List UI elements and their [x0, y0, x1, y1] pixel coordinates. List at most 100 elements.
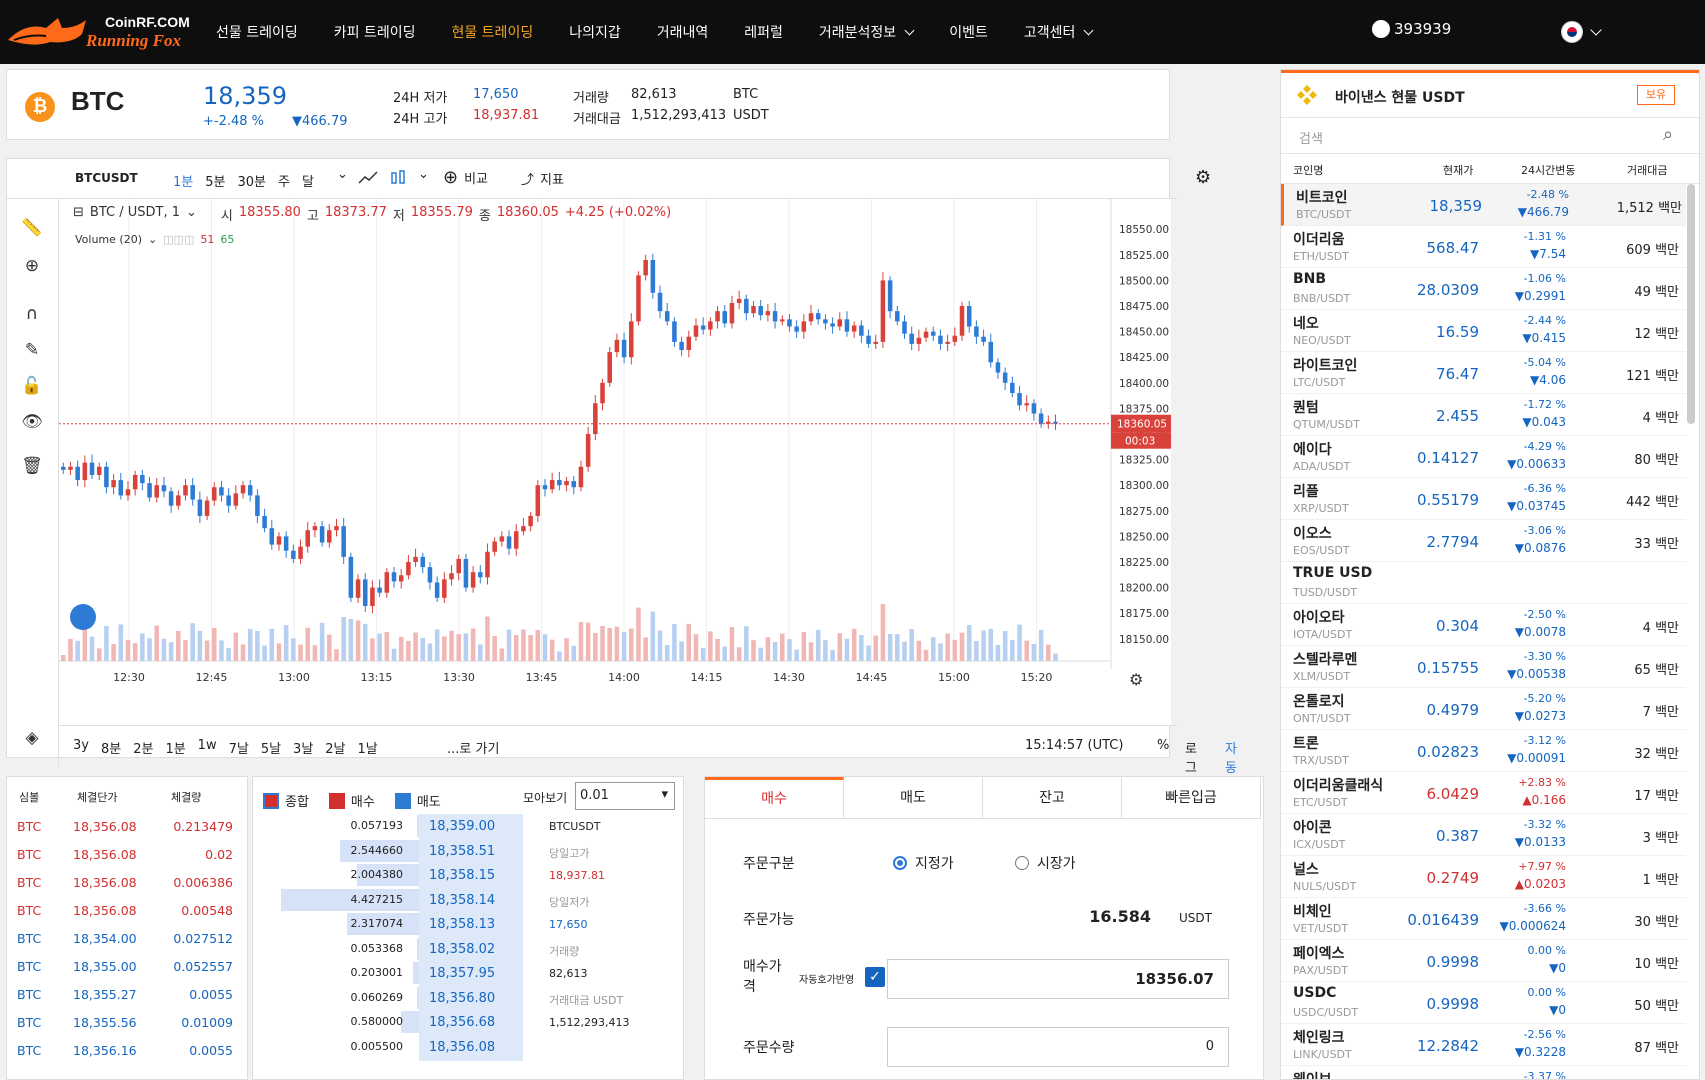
indicators-button[interactable]: ⤴ 지표 [521, 169, 564, 188]
market-row[interactable]: 이더리움클래식 ETC/USDT 6.0429 +2.83 % ▲0.166 17 백만 [1281, 772, 1686, 814]
quantity-input[interactable]: 0 [887, 1027, 1229, 1067]
magnet-icon[interactable]: ∩ [25, 304, 39, 324]
grouping-select[interactable]: 0.01 ▾ [575, 782, 675, 810]
unlock-icon[interactable]: 🔓 [21, 376, 43, 396]
interval-4[interactable]: 달 [301, 175, 314, 190]
order-tab-2[interactable]: 잔고 [983, 777, 1122, 819]
chevron-down-icon[interactable]: ⌄ [418, 167, 429, 182]
limit-radio[interactable]: 지정가 [893, 853, 954, 873]
search-icon[interactable]: ⌕ [1663, 124, 1674, 145]
pencil-lock-icon[interactable]: ✎ [24, 340, 40, 360]
market-row[interactable]: USDC USDC/USDT 0.9998 0.00 % ▼0 50 백만 [1281, 982, 1686, 1024]
price-chart[interactable]: 12:30 12:45 13:00 13:15 13:30 13:45 14:00 14:15… [59, 199, 1171, 725]
gear-icon[interactable]: ⚙ [1195, 167, 1212, 188]
orderbook-row[interactable]: 2.544660 18,358.51 당일고가 [253, 838, 681, 865]
market-row[interactable]: 퀀텀 QTUM/USDT 2.455 -1.72 % ▼0.043 4 백만 [1281, 394, 1686, 436]
range-9[interactable]: 1날 [357, 742, 378, 757]
nav-item-8[interactable]: 고객센터 [1024, 22, 1094, 42]
nav-item-2[interactable]: 현물 트레이딩 [451, 25, 534, 41]
market-row[interactable]: BNB BNB/USDT 28.0309 -1.06 % ▼0.2991 49 백만 [1281, 268, 1686, 310]
logo[interactable]: CoinRF.COM Running Fox [0, 0, 200, 64]
collapse-icon[interactable]: ⊟ [73, 205, 84, 220]
compare-button[interactable]: ⊕ 비교 [443, 167, 489, 188]
chevron-down-icon[interactable]: ⌄ [337, 167, 348, 182]
col-amount[interactable]: 거래대금 [1627, 164, 1668, 177]
market-row[interactable]: 트론 TRX/USDT 0.02823 -3.12 % ▼0.00091 32 백만 [1281, 730, 1686, 772]
range-7[interactable]: 3날 [293, 742, 314, 757]
buy-filter-icon[interactable] [328, 792, 345, 809]
market-row[interactable]: 에이다 ADA/USDT 0.14127 -4.29 % ▼0.00633 80 백만 [1281, 436, 1686, 478]
orderbook-row[interactable]: 2.004380 18,358.15 18,937.81 [253, 863, 681, 889]
orderbook-row[interactable]: 0.060269 18,356.80 거래대금 USDT [253, 985, 681, 1012]
market-row[interactable]: 웨이브 -3.37 % [1281, 1066, 1686, 1079]
market-radio[interactable]: 시장가 [1015, 853, 1076, 873]
ruler-icon[interactable]: 📏 [21, 218, 43, 238]
order-tab-3[interactable]: 빠른입금 [1122, 777, 1261, 819]
market-row[interactable]: 이더리움 ETH/USDT 568.47 -1.31 % ▼7.54 609 백만 [1281, 226, 1686, 268]
market-row[interactable]: 라이트코인 LTC/USDT 76.47 -5.04 % ▼4.06 121 백만 [1281, 352, 1686, 394]
chart-pair[interactable]: BTCUSDT [75, 171, 138, 185]
nav-item-4[interactable]: 거래내역 [656, 25, 709, 41]
market-row[interactable]: 비트코인 BTC/USDT 18,359 -2.48 % ▼466.79 1,512 백만 [1281, 184, 1686, 226]
range-6[interactable]: 5날 [260, 742, 282, 757]
range-1[interactable]: 8분 [100, 742, 122, 757]
range-8[interactable]: 2날 [325, 742, 346, 757]
order-tab-1[interactable]: 매도 [844, 777, 983, 819]
range-3[interactable]: 1분 [165, 742, 186, 757]
chevron-down-icon[interactable] [1590, 24, 1602, 36]
layers-icon[interactable]: ◈ [25, 728, 39, 748]
market-row[interactable]: 페이엑스 PAX/USDT 0.9998 0.00 % ▼0 10 백만 [1281, 940, 1686, 982]
market-search[interactable]: 검색 ⌕ [1281, 118, 1699, 154]
orderbook-row[interactable]: 4.427215 18,358.14 당일저가 [253, 887, 681, 914]
nav-item-7[interactable]: 이벤트 [949, 25, 988, 41]
nav-item-6[interactable]: 거래분석정보 [819, 22, 915, 42]
order-tab-0[interactable]: 매수 [705, 777, 844, 819]
market-row[interactable]: 비체인 VET/USDT 0.016439 -3.66 % ▼0.000624 30 백만 [1281, 898, 1686, 940]
nav-item-0[interactable]: 선물 트레이딩 [216, 25, 298, 41]
range-5[interactable]: 7날 [228, 742, 249, 757]
nav-item-3[interactable]: 나의지갑 [569, 25, 621, 41]
market-row[interactable]: 네오 NEO/USDT 16.59 -2.44 % ▼0.415 12 백만 [1281, 310, 1686, 352]
hold-button[interactable]: 보유 [1637, 85, 1675, 105]
korea-flag-icon[interactable] [1561, 21, 1583, 43]
search-input[interactable]: 검색 [1299, 132, 1323, 147]
eye-icon[interactable]: 👁 [21, 412, 43, 432]
market-row[interactable]: TRUE USD TUSD/USDT [1281, 562, 1686, 604]
range-4[interactable]: 1w [197, 738, 217, 753]
gear-icon[interactable]: ⚙ [1129, 670, 1143, 689]
range-2[interactable]: 2분 [133, 742, 154, 757]
candle-style-icon[interactable] [357, 169, 379, 185]
orderbook-row[interactable]: 0.053368 18,358.02 거래량 [253, 936, 681, 963]
interval-0[interactable]: 1분 [173, 175, 194, 190]
log-toggle[interactable]: 로그 [1185, 742, 1197, 776]
nav-item-5[interactable]: 레퍼럴 [744, 25, 783, 41]
orderbook-row[interactable]: 2.317074 18,358.13 17,650 [253, 912, 681, 938]
price-input[interactable]: 18356.07 [887, 959, 1229, 999]
scrollbar[interactable] [1687, 184, 1695, 424]
orderbook-row[interactable]: 0.005500 18,356.08 [253, 1034, 681, 1061]
market-row[interactable]: 스텔라루멘 XLM/USDT 0.15755 -3.30 % ▼0.00538 65 백만 [1281, 646, 1686, 688]
market-row[interactable]: 널스 NULS/USDT 0.2749 +7.97 % ▲0.0203 1 백만 [1281, 856, 1686, 898]
col-price[interactable]: 현재가 [1443, 164, 1474, 177]
bar-style-icon[interactable] [389, 169, 407, 191]
market-row[interactable]: 아이오타 IOTA/USDT 0.304 -2.50 % ▼0.0078 4 백만 [1281, 604, 1686, 646]
nav-item-1[interactable]: 카피 트레이딩 [333, 25, 416, 41]
interval-1[interactable]: 5분 [205, 175, 226, 190]
orderbook-row[interactable]: 0.580000 18,356.68 1,512,293,413 [253, 1010, 681, 1036]
volume-settings-icon[interactable]: ◫◫◫ [163, 233, 195, 246]
orderbook-row[interactable]: 0.203001 18,357.95 82,613 [253, 961, 681, 987]
sell-filter-icon[interactable] [394, 792, 411, 809]
market-row[interactable]: 온톨로지 ONT/USDT 0.4979 -5.20 % ▼0.0273 7 백만 [1281, 688, 1686, 730]
trash-icon[interactable]: 🗑 [21, 456, 43, 476]
market-row[interactable]: 이오스 EOS/USDT 2.7794 -3.06 % ▼0.0876 33 백만 [1281, 520, 1686, 562]
range-0[interactable]: 3y [73, 738, 89, 753]
interval-2[interactable]: 30분 [237, 175, 266, 190]
auto-toggle[interactable]: 자동 [1225, 742, 1237, 776]
col-change[interactable]: 24시간변동 [1521, 164, 1576, 177]
col-coin[interactable]: 코인명 [1293, 164, 1324, 177]
percent-toggle[interactable]: % [1157, 738, 1170, 753]
auto-price-checkbox[interactable]: ✓ [865, 967, 885, 987]
all-filter-icon[interactable] [263, 792, 279, 809]
orderbook-row[interactable]: 0.057193 18,359.00 BTCUSDT [253, 814, 681, 840]
market-row[interactable]: 리플 XRP/USDT 0.55179 -6.36 % ▼0.03745 442 백만 [1281, 478, 1686, 520]
